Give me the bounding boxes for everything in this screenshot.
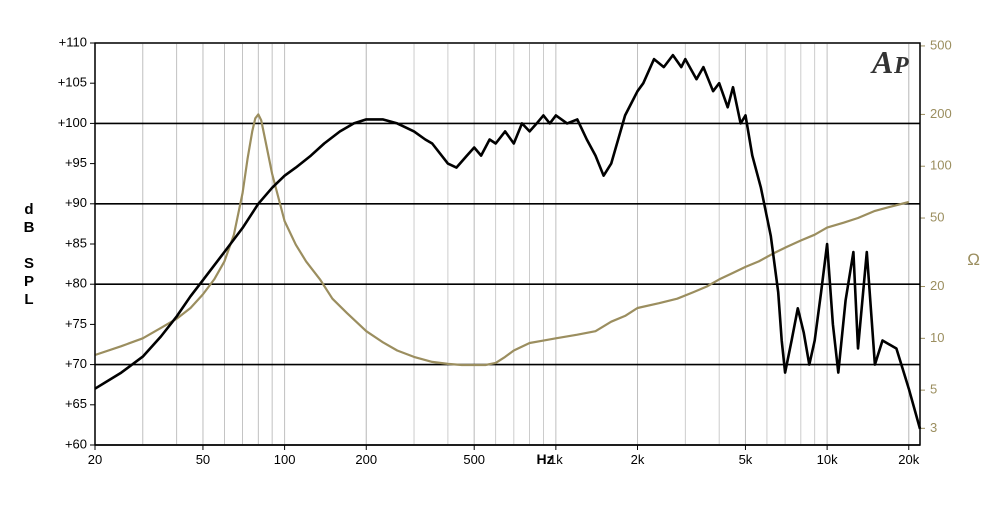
y-left-tick: +75 bbox=[65, 316, 87, 331]
x-tick: 5k bbox=[739, 452, 753, 467]
x-tick: 20k bbox=[898, 452, 919, 467]
y-left-tick: +90 bbox=[65, 195, 87, 210]
y-left-tick: +85 bbox=[65, 235, 87, 250]
plot-area bbox=[95, 43, 920, 445]
y-right-axis-title: Ω bbox=[967, 250, 980, 270]
y-right-tick: 10 bbox=[930, 330, 944, 345]
y-left-tick: +65 bbox=[65, 396, 87, 411]
y-left-tick: +80 bbox=[65, 276, 87, 291]
chart-svg: +60 +65 +70 +75 +80 +85 +90 +95 +100 +105 +110 3 5 10… bbox=[0, 0, 1000, 521]
y-left-tick: +60 bbox=[65, 436, 87, 451]
y-right-tick: 5 bbox=[930, 382, 937, 397]
y-right-tick: 200 bbox=[930, 106, 952, 121]
x-tick: 50 bbox=[196, 452, 210, 467]
x-axis-title: Hz bbox=[536, 451, 553, 467]
svg-text:A: A bbox=[870, 44, 893, 80]
y-left-tick: +100 bbox=[58, 115, 87, 130]
x-tick: 10k bbox=[817, 452, 838, 467]
y-right-tick: 500 bbox=[930, 37, 952, 52]
svg-text:P: P bbox=[893, 53, 909, 79]
x-tick: 100 bbox=[274, 452, 296, 467]
x-tick: 2k bbox=[631, 452, 645, 467]
y-right-tick: 50 bbox=[930, 209, 944, 224]
y-right-tick: 20 bbox=[930, 278, 944, 293]
y-left-axis-title: d B S P L bbox=[22, 200, 36, 308]
y-left-tick: +95 bbox=[65, 155, 87, 170]
y-left-tick: +105 bbox=[58, 75, 87, 90]
x-tick: 200 bbox=[355, 452, 377, 467]
x-tick: 20 bbox=[88, 452, 102, 467]
y-left-tick: +70 bbox=[65, 356, 87, 371]
y-left-tick: +110 bbox=[59, 34, 87, 49]
y-right-tick: 100 bbox=[930, 158, 952, 173]
x-tick: 500 bbox=[463, 452, 485, 467]
y-right-tick: 3 bbox=[930, 420, 937, 435]
frequency-response-chart: d B S P L Ω +60 +65 +70 +75 +80 +85 +90 +95 +100… bbox=[0, 0, 1000, 521]
